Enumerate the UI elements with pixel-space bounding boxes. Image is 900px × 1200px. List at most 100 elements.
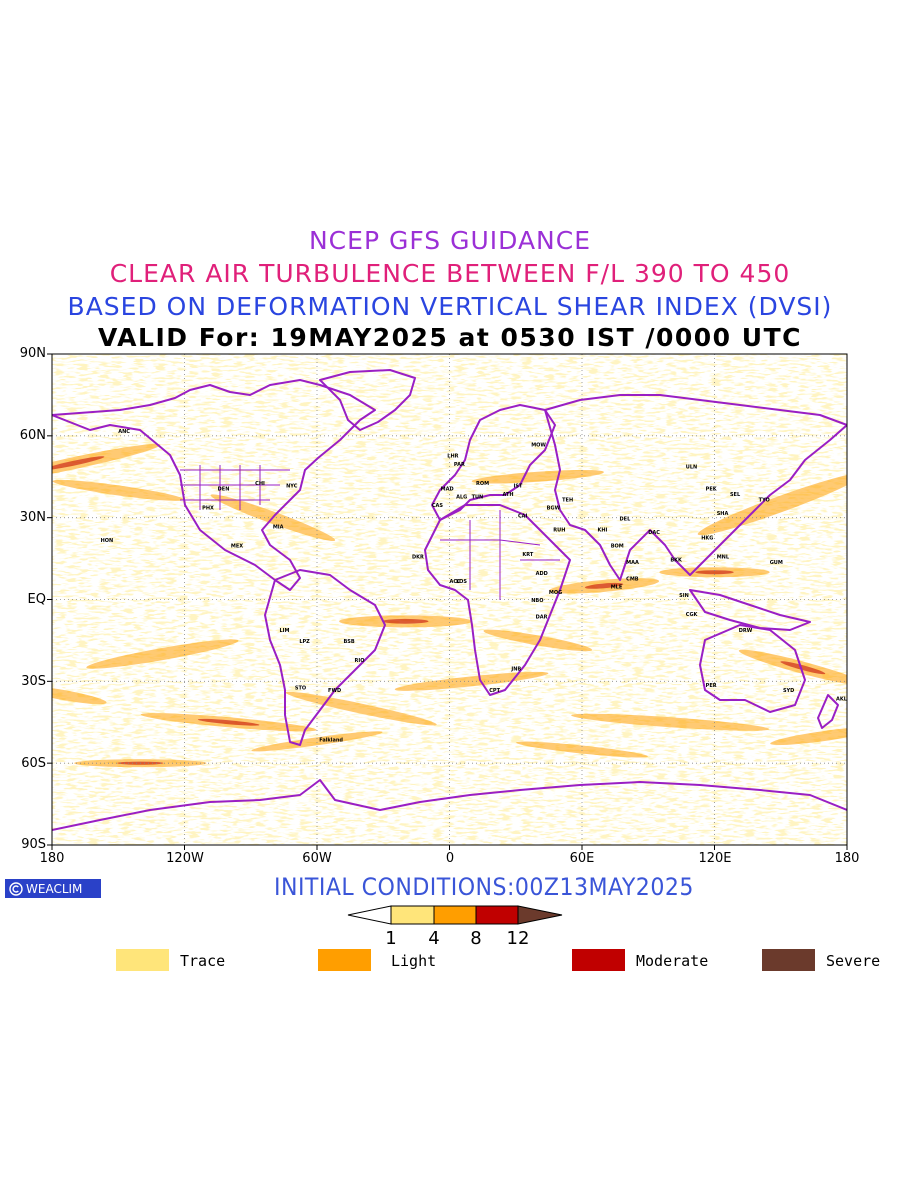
lat-label-30s: 30S (21, 674, 46, 689)
station-label-sel: SEL (730, 492, 741, 498)
station-label-khi: KHI (597, 527, 607, 533)
station-label-bkk: BKK (670, 557, 683, 563)
legend-swatch-severe (762, 949, 815, 971)
station-label-dkr: DKR (412, 555, 424, 561)
station-label-chi: CHI (255, 481, 265, 487)
colorbar-light (433, 905, 477, 925)
legend-swatch-light (318, 949, 371, 971)
station-label-drw: DRW (739, 628, 753, 634)
station-labels: ANC HON PHX DEN CHI NYC MIA MEX LIM LPZ STO BSB RIO F… (101, 429, 848, 743)
legend-label-severe: Severe (826, 952, 881, 970)
light-streak (251, 731, 383, 752)
title-model: NCEP GFS GUIDANCE (308, 226, 591, 255)
station-label-rio: RIO (355, 658, 365, 664)
moderate-streak (695, 570, 734, 575)
station-label-ath: ATH (503, 492, 514, 498)
light-streak (471, 469, 604, 484)
colorbar-tick-4: 4 (428, 928, 440, 949)
station-label-mad: MAD (441, 486, 454, 492)
light-streak (516, 741, 648, 758)
station-label-bgw: BGW (547, 505, 561, 511)
station-label-den: DEN (218, 486, 230, 492)
station-label-sha: SHA (717, 511, 729, 517)
station-label-anc: ANC (118, 429, 130, 435)
map-grid (47, 353, 848, 850)
station-label-cai: CAI (518, 514, 528, 520)
lat-label-eq: EQ (27, 592, 46, 607)
lon-label-180e: 180 (834, 851, 860, 866)
station-label-krt: KRT (522, 552, 534, 558)
logo-text: WEACLIM (26, 881, 83, 896)
station-label-dac: DAC (648, 530, 660, 536)
turbulence-map: ANC HON PHX DEN CHI NYC MIA MEX LIM LPZ STO BSB RIO F… (47, 353, 848, 850)
light-streak (394, 671, 549, 691)
station-label-cpt: CPT (489, 688, 500, 694)
station-label-falkland: Falkland (319, 737, 343, 743)
light-streak (52, 685, 107, 705)
station-label-lhr: LHR (447, 454, 458, 460)
africa-coast (424, 504, 571, 696)
sahara-borders (440, 510, 560, 600)
station-label-add: ADD (536, 571, 548, 577)
colorbar-below-range (347, 905, 392, 925)
colorbar-tick-8: 8 (470, 928, 482, 949)
lat-label-90n: 90N (19, 346, 46, 361)
station-label-pek: PEK (706, 486, 718, 492)
station-label-cmb: CMB (626, 576, 639, 582)
lon-label-0: 0 (445, 851, 455, 866)
station-label-rom: ROM (476, 481, 489, 487)
colorbar-tick-12: 12 (506, 928, 530, 949)
station-label-lim: LIM (279, 628, 289, 634)
indonesia-coast (689, 589, 811, 631)
station-label-ist: IST (514, 484, 523, 490)
station-label-mog: MOG (549, 590, 562, 596)
new-zealand-coast (817, 694, 839, 729)
map-frame (51, 353, 848, 846)
station-label-bsb: BSB (344, 639, 355, 645)
station-label-tyo: TYO (759, 497, 770, 503)
colorbar-severe (517, 905, 563, 925)
station-label-cgk: CGK (686, 612, 699, 618)
station-label-alg: ALG (456, 495, 467, 501)
station-label-mnl: MNL (717, 555, 730, 561)
station-label-akl: AKL (836, 696, 848, 702)
station-label-mex: MEX (231, 544, 243, 550)
station-label-lpz: LPZ (299, 639, 310, 645)
station-label-sto: STO (295, 686, 306, 692)
greenland-coast (319, 369, 416, 431)
asia-coast (544, 394, 847, 581)
station-label-hon: HON (101, 538, 114, 544)
us-state-borders (180, 465, 290, 510)
station-label-dar: DAR (536, 615, 548, 621)
moderate-streak (382, 618, 429, 624)
station-label-hkg: HKG (701, 535, 713, 541)
weaclim-logo: WEACLIM (5, 879, 101, 898)
moderate-streak (780, 661, 826, 675)
station-label-syd: SYD (783, 688, 794, 694)
light-streak (483, 629, 593, 652)
colorbar-tick-1: 1 (385, 928, 397, 949)
station-label-sin: SIN (679, 593, 689, 599)
light-streak (86, 639, 239, 669)
lon-label-120e: 120E (698, 851, 732, 866)
station-label-nbo: NBO (531, 598, 543, 604)
station-label-maa: MAA (626, 560, 639, 566)
station-label-gum: GUM (770, 560, 783, 566)
light-streak (52, 479, 184, 501)
title-valid-time: VALID For: 19MAY2025 at 0530 IST /0000 U… (98, 323, 802, 352)
australia-coast (699, 624, 806, 713)
antarctica-coast (52, 779, 847, 831)
title-method: BASED ON DEFORMATION VERTICAL SHEAR INDE… (67, 292, 833, 321)
legend-label-moderate: Moderate (636, 952, 709, 970)
legend-label-light: Light (391, 952, 437, 970)
moderate-turbulence-patches (52, 456, 826, 765)
moderate-streak (584, 582, 624, 589)
station-label-del: DEL (620, 516, 632, 522)
station-label-per: PER (706, 683, 717, 689)
lat-label-30n: 30N (19, 510, 46, 525)
station-label-tun: TUN (472, 495, 484, 501)
station-label-mow: MOW (531, 443, 546, 449)
lon-label-120w: 120W (166, 851, 204, 866)
lon-label-60e: 60E (569, 851, 595, 866)
initial-conditions: INITIAL CONDITIONS:00Z13MAY2025 (274, 873, 694, 901)
